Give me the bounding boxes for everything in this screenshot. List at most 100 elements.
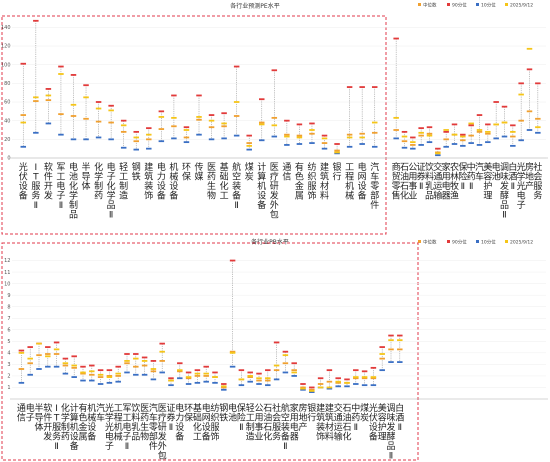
category-label: 电力设备 [157,161,166,202]
category-label: 软件开发 [43,402,52,443]
p90-mark [83,84,89,87]
median-mark [185,377,192,380]
current-mark [185,376,192,378]
current-mark [106,376,113,378]
median-mark [388,348,394,351]
p90-mark [460,133,466,136]
p10-mark [259,139,265,142]
category-label: 传媒 [194,161,203,183]
median-mark [120,130,127,133]
y-tick-label: 11 [4,270,10,276]
p10-mark [171,137,177,140]
p90-mark [451,123,458,126]
p90-mark [282,350,289,353]
p10-mark [291,375,297,377]
legend-label-p90: 90分位 [452,239,467,246]
current-mark [485,130,491,133]
p10-mark [133,373,139,376]
current-mark [284,135,290,138]
category-label: I T 服务 Ⅱ [52,404,61,452]
p90-mark [62,357,69,360]
current-mark [33,96,39,99]
p10-mark [401,146,408,149]
category-label: 证券 Ⅱ [166,403,175,433]
category-label: 饮料乳品 [425,161,434,202]
p90-mark [185,371,192,374]
current-mark [97,373,104,376]
median-mark [18,368,25,370]
category-label: 光伏设备 [19,161,28,202]
current-mark [435,152,441,155]
legend-swatch-current [505,3,508,6]
median-mark [97,376,104,378]
median-mark [106,375,113,377]
p10-mark [410,147,416,150]
median-mark [246,142,252,144]
category-label: 石油石化 [400,163,409,202]
p90-mark [397,334,403,337]
category-label: 光学光电子 [105,402,114,452]
pb-grid [12,260,546,388]
p10-mark [221,137,227,140]
category-label: 白酒 Ⅱ [395,402,404,433]
p10-mark [247,380,253,383]
p90-mark [221,112,227,115]
category-label: 计算机设备 [257,161,266,211]
p90-mark [334,143,340,145]
median-mark [58,113,64,116]
p10-mark [80,379,86,382]
y-tick-label: 40 [4,118,10,124]
p90-mark [344,378,350,381]
p10-mark [361,384,368,387]
p90-mark [476,114,483,116]
current-mark [518,93,524,96]
current-mark [62,362,69,365]
p10-mark [476,144,483,146]
p10-mark [273,378,280,381]
category-label: 通信 [17,403,26,424]
p10-mark [418,144,424,146]
y-tick-label: 100 [1,62,11,68]
p10-mark [194,381,201,384]
median-mark [476,130,483,133]
current-mark [501,121,508,124]
median-mark [177,370,183,373]
current-mark [45,355,51,358]
pe-highlight-box [1,15,387,235]
current-mark [194,372,201,375]
legend-swatch-current [505,240,508,243]
median-mark [397,348,403,351]
current-mark [359,136,365,139]
median-mark [393,129,399,131]
current-mark [393,116,399,119]
y-tick-label: 9 [7,293,10,299]
median-mark [20,114,27,116]
pe-marks [20,19,541,157]
current-mark [309,129,315,131]
current-mark [133,357,139,360]
current-mark [171,116,177,119]
current-mark [443,129,449,131]
current-mark [221,122,227,125]
p90-mark [221,383,227,385]
category-label: 美容护理 [378,402,387,443]
p90-mark [27,346,33,348]
current-mark [159,350,165,353]
category-label: 基础化工 [220,161,229,202]
current-mark [221,385,227,388]
p10-mark [203,380,209,383]
p10-mark [45,122,52,125]
current-mark [370,376,377,378]
p90-mark [89,364,95,367]
current-mark [326,386,333,389]
p90-mark [208,114,215,116]
median-mark [45,353,51,355]
p90-mark [321,134,328,137]
p10-mark [183,141,190,144]
median-mark [89,373,95,376]
p90-mark [108,104,114,107]
legend-label-p90: 90分位 [452,2,467,9]
p90-mark [291,362,297,365]
p10-mark [33,131,39,134]
